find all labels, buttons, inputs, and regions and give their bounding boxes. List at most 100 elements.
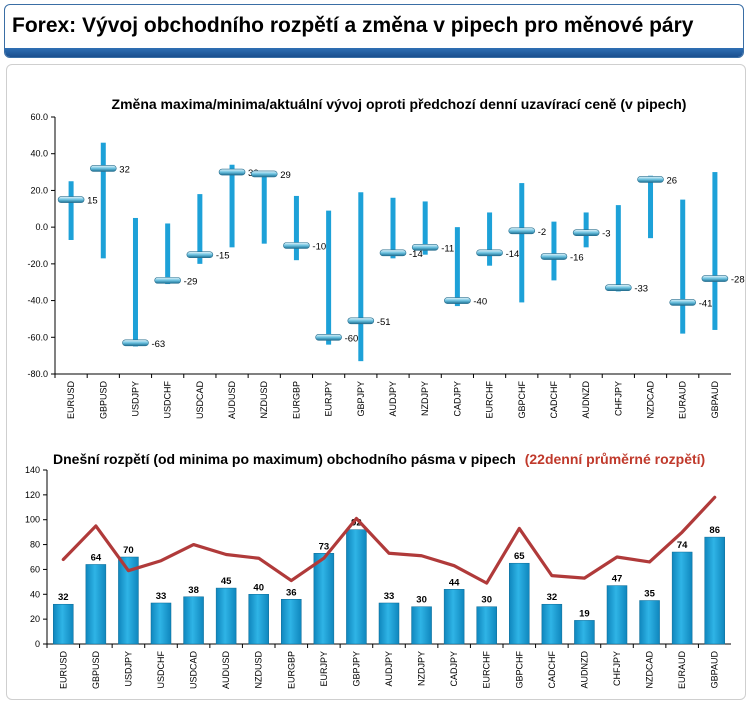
range-bar xyxy=(132,217,138,347)
x-tick-label: CHFJPY xyxy=(612,651,622,686)
range-bar xyxy=(261,173,267,244)
charts-panel: Změna maxima/minima/aktuální vývoj oprot… xyxy=(6,64,746,700)
x-tick-label: EURCHF xyxy=(485,380,495,418)
current-value-label: -51 xyxy=(377,317,391,328)
range-bar xyxy=(487,212,493,266)
x-tick-label: USDJPY xyxy=(123,651,133,687)
current-value-label: -14 xyxy=(409,249,423,260)
range-bar xyxy=(574,620,595,645)
average-range-line xyxy=(61,495,717,585)
bar-value-label: 38 xyxy=(188,585,199,596)
bar-line-chart: Dnešní rozpětí (od minima po maximum) ob… xyxy=(25,451,731,690)
x-tick-label: NZDUSD xyxy=(254,651,264,689)
bar-value-label: 44 xyxy=(449,577,460,588)
current-marker xyxy=(379,249,407,257)
range-bar xyxy=(346,529,367,645)
current-marker xyxy=(154,277,181,284)
bar-value-label: 47 xyxy=(612,574,623,585)
current-marker xyxy=(572,229,600,236)
current-value-label: -33 xyxy=(634,284,648,295)
range-bar xyxy=(704,536,725,645)
range-bar xyxy=(229,164,235,248)
y-tick-label: 0 xyxy=(35,639,40,649)
y-tick-label: 60.0 xyxy=(30,112,48,122)
range-bar xyxy=(509,562,530,645)
range-chart-axes: 60.0 40.0 20.0 0.0 -20.0 -40.0 -60.0 -80.0 EURUS… xyxy=(27,112,731,419)
x-tick-label: AUDUSD xyxy=(227,381,237,420)
y-tick-label: 140 xyxy=(25,465,40,475)
x-tick-label: NZDCAD xyxy=(646,381,656,419)
current-marker xyxy=(347,317,375,325)
current-value-label: -10 xyxy=(312,242,326,253)
range-bar xyxy=(541,603,563,645)
range-bar xyxy=(712,172,718,330)
range-bar xyxy=(118,556,139,645)
page-title: Forex: Vývoj obchodního rozpětí a změna … xyxy=(12,14,694,37)
range-bar xyxy=(680,199,686,334)
y-tick-label: -20.0 xyxy=(27,259,48,269)
range-bar xyxy=(293,195,299,261)
x-tick-label: CADCHF xyxy=(549,380,559,418)
range-bar xyxy=(85,564,107,645)
range-bar xyxy=(648,175,654,239)
x-tick-label: USDJPY xyxy=(130,381,140,417)
x-tick-label: EURJPY xyxy=(324,381,334,417)
range-bar xyxy=(53,603,74,645)
bar-value-label: 74 xyxy=(677,540,688,551)
bar-chart-title: Dnešní rozpětí (od minima po maximum) ob… xyxy=(53,451,705,467)
range-bar xyxy=(639,600,660,645)
range-bar xyxy=(165,223,171,285)
current-marker xyxy=(315,333,342,341)
x-tick-label: AUDNZD xyxy=(581,381,591,419)
current-value-label: 29 xyxy=(280,170,291,181)
y-tick-label: 60 xyxy=(30,564,40,574)
range-bar xyxy=(313,553,335,645)
x-tick-label: USDCHF xyxy=(163,380,173,418)
current-marker xyxy=(122,339,149,347)
x-tick-label: GBPAUD xyxy=(710,381,720,419)
bar-value-label: 45 xyxy=(221,576,232,587)
range-bar xyxy=(422,201,428,255)
x-tick-label: AUDNZD xyxy=(579,651,589,689)
x-tick-label: EURCHF xyxy=(482,650,492,688)
y-tick-label: -40.0 xyxy=(27,296,48,306)
current-value-label: -2 xyxy=(538,227,546,238)
current-marker xyxy=(669,299,697,306)
bar-value-label: 32 xyxy=(547,592,558,603)
bar-value-label: 30 xyxy=(416,595,427,606)
bar-value-label: 73 xyxy=(319,541,330,552)
x-tick-label: NZDJPY xyxy=(420,381,430,416)
current-marker xyxy=(186,251,214,258)
x-tick-label: AUDJPY xyxy=(388,381,398,417)
current-value-label: -41 xyxy=(699,298,713,309)
y-tick-label: 40 xyxy=(30,589,40,599)
x-tick-label: GBPCHF xyxy=(514,651,524,689)
range-bar xyxy=(476,606,497,645)
x-tick-label: USDCAD xyxy=(189,651,199,690)
range-bar xyxy=(606,585,628,645)
current-marker xyxy=(637,176,664,183)
range-bar xyxy=(197,194,203,264)
range-bar xyxy=(150,602,172,645)
range-bar xyxy=(183,596,204,645)
y-tick-label: 0.0 xyxy=(35,222,48,232)
bar-value-label: 70 xyxy=(123,545,134,556)
x-tick-label: CADJPY xyxy=(449,651,459,687)
current-marker xyxy=(540,253,568,260)
current-marker xyxy=(508,227,536,235)
x-tick-label: EURGBP xyxy=(286,651,296,689)
current-value-label: -40 xyxy=(473,297,487,308)
current-value-label: 32 xyxy=(119,164,130,175)
bar-chart-marks: 32 64 70 33 38 45 40 36 73 92 33 30 44 30 65 32 19 47 35 74… xyxy=(53,495,725,645)
bar-value-label: 64 xyxy=(91,552,102,563)
current-marker xyxy=(605,284,632,292)
y-tick-label: 80 xyxy=(30,540,40,550)
current-value-label: -15 xyxy=(216,251,230,262)
bar-value-label: 33 xyxy=(156,591,167,602)
current-value-label: 15 xyxy=(87,196,98,207)
range-bar xyxy=(671,551,693,645)
range-bar xyxy=(615,205,621,292)
x-tick-label: NZDUSD xyxy=(259,381,269,419)
current-marker xyxy=(701,275,729,282)
x-tick-label: CADCHF xyxy=(547,650,557,688)
